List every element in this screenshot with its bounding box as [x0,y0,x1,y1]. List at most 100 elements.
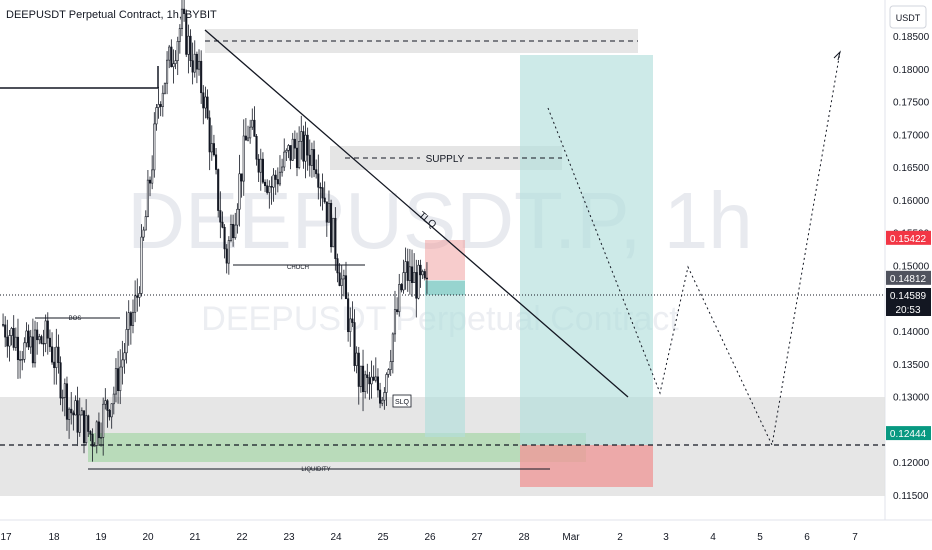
price-tick-label: 0.11500 [893,491,929,502]
candle-body [212,143,215,156]
currency-button[interactable] [889,5,927,29]
badge-gray [886,270,931,285]
candle-body [259,158,262,173]
candle-body [131,311,135,326]
price-tick-label: 0.13500 [893,360,930,371]
candle-body [155,107,158,125]
candle-body [251,119,254,128]
candle-body [27,330,30,348]
chart-title: DEEPUSDT Perpetual Contract, 1h, BYBIT [6,9,217,21]
candle-body [325,201,328,223]
time-tick-label: 23 [283,532,295,543]
candle-body [53,361,56,368]
badge-green [886,426,931,441]
candle-body [215,154,218,170]
time-tick-label: 5 [757,532,763,543]
candle-body [257,158,260,173]
candle-body [61,397,64,399]
candle-body [355,352,358,366]
slq-box [392,394,412,408]
candle-body [195,53,198,70]
candle-body [396,309,399,313]
candle-body [340,278,343,286]
candle-body [323,197,326,203]
candle-body [274,174,277,180]
candle-body [193,53,196,73]
candle-body [302,131,305,162]
candle-body [349,318,352,333]
candle-body [304,134,307,162]
candle-body [281,166,284,173]
candle-body [295,147,299,168]
price-tick-label: 0.14000 [893,327,930,338]
liquidity-label: LIQUIDITY [301,467,330,473]
long-target-zone [520,55,653,445]
candle-body [353,322,356,366]
badge-last-text: 0.14589 [890,291,927,302]
candle-body [23,342,26,360]
candle-body [119,366,122,392]
candle-body [238,173,241,210]
candle-body [206,96,209,119]
candle-body [110,403,113,418]
candle-body [91,433,94,447]
candle-body [68,408,71,420]
time-tick-label: Mar [562,532,580,543]
candle-body [208,117,211,153]
candle-body [180,8,184,29]
candle-body [102,403,105,438]
candle-body [136,295,139,298]
time-tick-label: 28 [518,532,530,543]
candle-body [172,63,175,68]
candle-body [99,437,103,439]
candle-body [106,400,109,411]
candle-body [321,187,324,199]
candle-body [93,445,96,447]
candle-body [159,104,162,107]
price-axis-bg [885,0,932,520]
candle-body [151,169,154,184]
candle-body [146,179,149,217]
candle-body [417,264,420,299]
candle-body [202,92,205,109]
candle-body [217,169,220,211]
candle-body [25,330,28,344]
short-target-zone [425,280,465,437]
short-stop-zone [425,240,465,280]
liquidity-zone [88,433,586,462]
candle-body [406,261,409,281]
candle-body [204,96,207,109]
candle-body [210,143,213,153]
candle-body [176,41,179,61]
candle-body [127,312,130,330]
price-tick-label: 0.12000 [893,458,930,469]
candle-body [415,272,418,299]
candle-body [249,126,252,139]
badge-last [886,288,931,302]
candle-body [14,336,17,348]
time-tick-label: 17 [0,532,12,543]
candle-body [168,46,171,61]
candle-body [312,149,316,171]
candle-body [272,174,275,188]
candle-body [276,179,279,185]
candle-body [338,272,341,286]
candle-body [244,135,247,141]
candle-body [10,328,13,336]
candle-body [74,400,77,416]
slq-label: SLQ [395,399,410,406]
candle-body [227,240,230,264]
time-tick-label: 7 [852,532,858,543]
candle-body [266,185,269,193]
time-tick-label: 27 [471,532,483,543]
candle-body [232,223,235,239]
candle-body [12,328,15,348]
badge-gray-text: 0.14812 [890,274,927,285]
price-tick-label: 0.18000 [893,65,930,76]
candle-body [347,298,350,333]
candle-body [140,236,143,294]
candle-body [51,346,54,363]
candle-body [183,8,186,14]
candle-body [97,421,100,439]
